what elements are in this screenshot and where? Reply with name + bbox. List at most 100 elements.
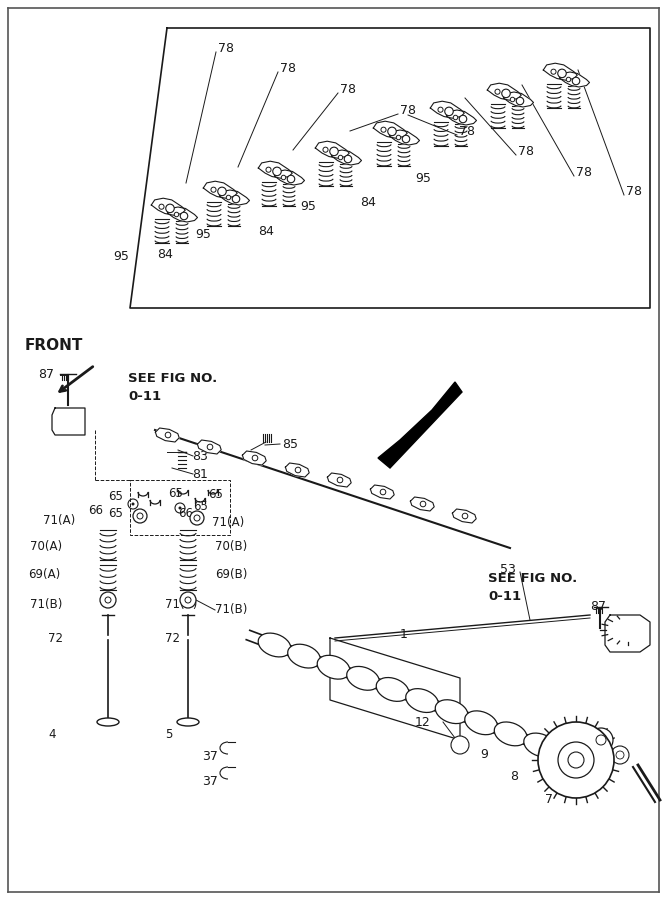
Text: 65: 65 bbox=[208, 488, 223, 501]
Circle shape bbox=[344, 155, 352, 163]
Polygon shape bbox=[430, 101, 464, 118]
Text: 84: 84 bbox=[157, 248, 173, 261]
Polygon shape bbox=[151, 198, 185, 215]
Polygon shape bbox=[560, 72, 590, 87]
Text: 71(A): 71(A) bbox=[212, 516, 244, 529]
Text: 66: 66 bbox=[88, 504, 103, 517]
Circle shape bbox=[611, 746, 629, 764]
Polygon shape bbox=[605, 615, 650, 652]
Circle shape bbox=[338, 155, 343, 160]
Text: 87: 87 bbox=[38, 368, 54, 381]
Circle shape bbox=[572, 77, 580, 85]
Ellipse shape bbox=[287, 644, 320, 668]
Text: 78: 78 bbox=[218, 42, 234, 55]
Circle shape bbox=[266, 167, 271, 172]
Ellipse shape bbox=[406, 688, 438, 713]
Polygon shape bbox=[327, 473, 352, 487]
Text: 71(B): 71(B) bbox=[165, 598, 197, 611]
Circle shape bbox=[100, 592, 116, 608]
Text: 7: 7 bbox=[545, 793, 553, 806]
Circle shape bbox=[538, 722, 614, 798]
Circle shape bbox=[454, 115, 458, 120]
Text: 84: 84 bbox=[258, 225, 274, 238]
Circle shape bbox=[329, 147, 338, 156]
Circle shape bbox=[133, 509, 147, 523]
Polygon shape bbox=[488, 83, 522, 100]
Polygon shape bbox=[52, 408, 85, 435]
Polygon shape bbox=[219, 190, 249, 205]
Text: 65: 65 bbox=[168, 487, 183, 500]
Text: 65: 65 bbox=[193, 500, 208, 513]
Circle shape bbox=[402, 135, 410, 143]
Circle shape bbox=[217, 187, 226, 195]
Circle shape bbox=[281, 176, 285, 180]
Circle shape bbox=[287, 176, 295, 183]
Polygon shape bbox=[331, 150, 362, 165]
Circle shape bbox=[568, 752, 584, 768]
Circle shape bbox=[460, 115, 467, 122]
Polygon shape bbox=[374, 122, 408, 139]
Text: 78: 78 bbox=[459, 125, 475, 138]
Ellipse shape bbox=[258, 633, 291, 657]
Polygon shape bbox=[155, 428, 179, 442]
Text: 78: 78 bbox=[340, 83, 356, 96]
Ellipse shape bbox=[494, 722, 527, 746]
Text: 78: 78 bbox=[518, 145, 534, 158]
Text: 5: 5 bbox=[165, 728, 172, 741]
Circle shape bbox=[438, 107, 443, 112]
Text: SEE FIG NO.: SEE FIG NO. bbox=[128, 372, 217, 385]
Text: 85: 85 bbox=[282, 438, 298, 451]
Ellipse shape bbox=[376, 678, 409, 701]
Circle shape bbox=[381, 127, 386, 132]
Circle shape bbox=[396, 135, 401, 140]
Text: 78: 78 bbox=[280, 62, 296, 75]
Text: 95: 95 bbox=[300, 200, 316, 213]
Text: 84: 84 bbox=[360, 196, 376, 209]
Circle shape bbox=[510, 97, 515, 102]
Circle shape bbox=[551, 69, 556, 75]
Text: SEE FIG NO.: SEE FIG NO. bbox=[488, 572, 577, 585]
Circle shape bbox=[180, 212, 187, 220]
Text: 9: 9 bbox=[480, 748, 488, 761]
Polygon shape bbox=[275, 170, 305, 185]
Text: 71(B): 71(B) bbox=[30, 598, 63, 611]
Text: 37: 37 bbox=[202, 775, 218, 788]
Polygon shape bbox=[197, 440, 221, 454]
Ellipse shape bbox=[436, 700, 468, 724]
Polygon shape bbox=[410, 497, 434, 511]
Circle shape bbox=[451, 736, 469, 754]
Text: 95: 95 bbox=[113, 250, 129, 263]
Circle shape bbox=[165, 432, 171, 437]
Polygon shape bbox=[378, 382, 462, 468]
Circle shape bbox=[295, 467, 301, 472]
Circle shape bbox=[159, 204, 164, 210]
Text: 70(A): 70(A) bbox=[30, 540, 62, 553]
Polygon shape bbox=[258, 161, 292, 178]
Circle shape bbox=[380, 490, 386, 495]
Text: 12: 12 bbox=[415, 716, 431, 729]
Text: 53: 53 bbox=[500, 563, 516, 576]
Polygon shape bbox=[285, 463, 309, 477]
Circle shape bbox=[179, 507, 181, 509]
Circle shape bbox=[462, 513, 468, 518]
Text: 95: 95 bbox=[415, 172, 431, 185]
Ellipse shape bbox=[97, 718, 119, 726]
Text: 8: 8 bbox=[510, 770, 518, 783]
Polygon shape bbox=[167, 207, 197, 222]
Ellipse shape bbox=[317, 655, 350, 680]
Text: 78: 78 bbox=[400, 104, 416, 117]
Text: 95: 95 bbox=[195, 228, 211, 241]
Circle shape bbox=[516, 97, 524, 104]
Polygon shape bbox=[504, 92, 534, 107]
Text: 81: 81 bbox=[192, 468, 208, 481]
Circle shape bbox=[558, 69, 566, 77]
Circle shape bbox=[211, 187, 216, 193]
Circle shape bbox=[589, 728, 613, 752]
Circle shape bbox=[226, 195, 231, 200]
Text: 71(A): 71(A) bbox=[43, 514, 75, 527]
Polygon shape bbox=[446, 110, 476, 125]
Text: 83: 83 bbox=[192, 450, 208, 463]
Circle shape bbox=[502, 89, 510, 97]
Polygon shape bbox=[203, 181, 237, 198]
Polygon shape bbox=[390, 130, 420, 145]
